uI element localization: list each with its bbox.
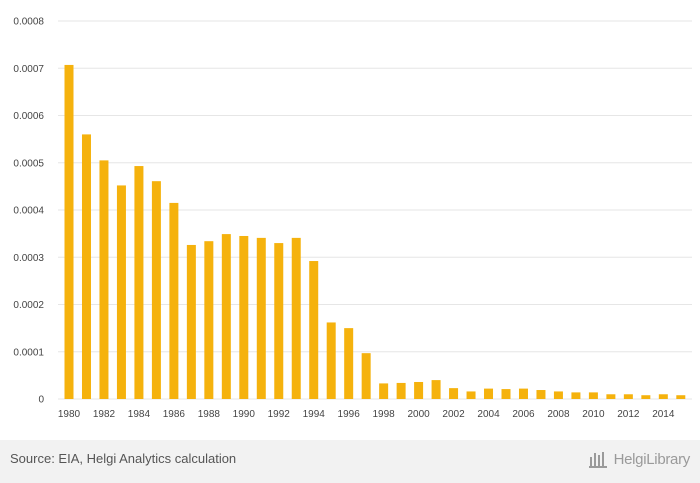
bar-1994	[309, 261, 319, 399]
x-tick-label: 2000	[407, 409, 430, 420]
bar-2011	[606, 394, 616, 399]
y-tick-label: 0	[38, 395, 44, 406]
y-tick-label: 0.0004	[13, 206, 44, 217]
bar-1986	[169, 202, 179, 399]
y-tick-label: 0.0003	[13, 253, 44, 264]
bar-2002	[449, 388, 459, 399]
y-tick-label: 0.0006	[13, 111, 44, 122]
bar-1980	[64, 64, 74, 399]
x-tick-label: 2012	[617, 409, 640, 420]
bar-2004	[484, 388, 494, 399]
y-tick-label: 0.0005	[13, 158, 44, 169]
chart-svg: 0 0.0001 0.0002 0.0003 0.0004 0.0005 0.0006 0.0…	[13, 17, 692, 420]
bar-1993	[291, 237, 301, 399]
bar-1995	[326, 322, 336, 399]
bar-1981	[81, 134, 91, 399]
x-tick-label: 2006	[512, 409, 535, 420]
x-tick-label: 1984	[128, 409, 151, 420]
bar-chart: 0 0.0001 0.0002 0.0003 0.0004 0.0005 0.0006 0.0…	[13, 17, 692, 420]
bar-1991	[256, 237, 266, 399]
x-tick-label: 1990	[233, 409, 256, 420]
x-tick-label: 2008	[547, 409, 570, 420]
bar-1990	[239, 235, 249, 399]
x-tick-label: 2010	[582, 409, 605, 420]
x-tick-label: 2004	[477, 409, 500, 420]
bar-2014	[658, 394, 668, 399]
bar-2007	[536, 390, 546, 399]
bar-1997	[361, 353, 371, 399]
bar-2012	[623, 394, 633, 399]
bar-2013	[641, 395, 651, 399]
x-tick-label: 1996	[338, 409, 361, 420]
bar-2008	[553, 391, 563, 399]
x-tick-label: 1994	[303, 409, 326, 420]
bar-1996	[344, 328, 354, 399]
x-tick-label: 1988	[198, 409, 221, 420]
bar-1988	[204, 241, 214, 399]
bar-1987	[186, 244, 196, 399]
bar-1983	[116, 185, 126, 399]
bar-1984	[134, 166, 144, 399]
x-tick-label: 1986	[163, 409, 186, 420]
bar-2005	[501, 389, 511, 399]
y-tick-label: 0.0008	[13, 17, 44, 28]
x-tick-label: 2014	[652, 409, 675, 420]
x-tick-label: 1982	[93, 409, 116, 420]
bar-1985	[151, 181, 161, 399]
y-tick-label: 0.0002	[13, 300, 44, 311]
bar-1999	[396, 382, 406, 399]
brand-text: HelgiLibrary	[613, 450, 691, 468]
y-tick-label: 0.0001	[13, 347, 44, 358]
x-tick-label: 1992	[268, 409, 291, 420]
brand-logo[interactable]: HelgiLibrary	[588, 449, 690, 469]
bar-2006	[518, 388, 528, 399]
bar-1992	[274, 243, 284, 399]
bar-1998	[379, 383, 389, 399]
x-tick-label: 1998	[373, 409, 396, 420]
source-note: Source: EIA, Helgi Analytics calculation	[10, 451, 237, 466]
helgi-logo-icon	[588, 449, 610, 469]
bar-2015	[676, 395, 686, 399]
y-tick-label: 0.0007	[13, 64, 44, 75]
x-tick-label: 2002	[442, 409, 465, 420]
bar-1989	[221, 234, 231, 399]
bar-1982	[99, 160, 109, 399]
bar-2000	[414, 381, 424, 399]
bar-2003	[466, 391, 476, 399]
bar-2009	[571, 392, 581, 399]
bar-2001	[431, 380, 441, 399]
chart-footer: Source: EIA, Helgi Analytics calculation…	[0, 440, 700, 483]
bar-2010	[588, 392, 598, 399]
x-tick-label: 1980	[58, 409, 81, 420]
